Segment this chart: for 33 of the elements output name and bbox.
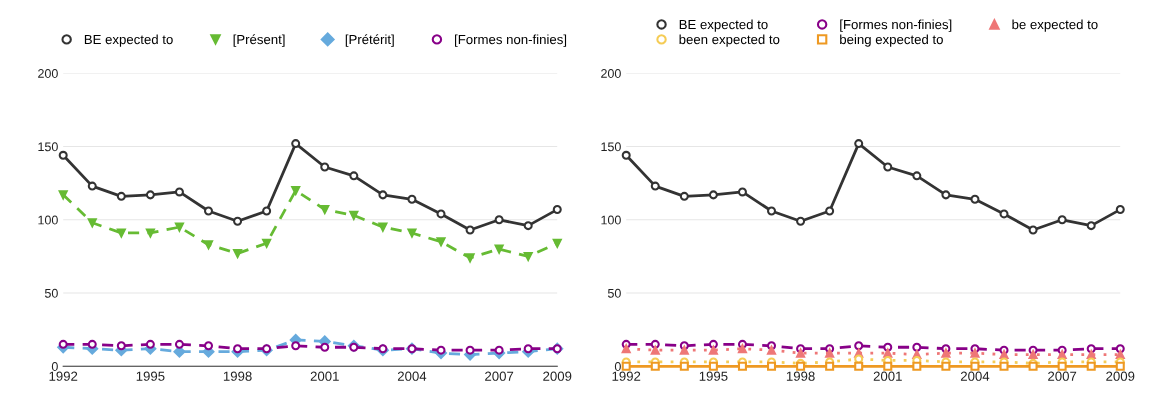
x-tick-label: 2001 xyxy=(873,371,902,381)
x-tick-label: 1992 xyxy=(49,371,78,381)
legend-label: [Formes non-finies] xyxy=(840,19,952,32)
legend-label: [Présent] xyxy=(233,34,285,47)
y-tick-label: 0 xyxy=(51,362,58,371)
x-tick-label: 1992 xyxy=(612,371,641,381)
x-tick-label: 1998 xyxy=(786,371,815,381)
x-tick-label: 2007 xyxy=(1048,371,1077,381)
legend-label: [Prétérit] xyxy=(345,34,394,47)
y-tick-label: 200 xyxy=(38,69,58,78)
x-tick-label: 1998 xyxy=(223,371,252,381)
x-tick-label: 1995 xyxy=(699,371,728,381)
y-tick-label: 200 xyxy=(601,69,621,78)
y-tick-label: 50 xyxy=(44,288,58,298)
y-tick-label: 100 xyxy=(38,215,58,225)
x-tick-label: 2009 xyxy=(1106,371,1135,381)
y-tick-label: 100 xyxy=(601,215,621,225)
y-tick-label: 150 xyxy=(601,142,621,152)
x-tick-label: 2004 xyxy=(960,371,990,381)
y-tick-label: 50 xyxy=(607,288,621,298)
x-tick-label: 2004 xyxy=(397,371,427,381)
x-tick-label: 2007 xyxy=(485,371,514,381)
y-tick-label: 0 xyxy=(614,362,621,371)
legend-label: BE expected to xyxy=(679,19,768,32)
y-tick-label: 150 xyxy=(38,142,58,152)
legend-label: BE expected to xyxy=(84,34,173,47)
x-tick-label: 2001 xyxy=(310,371,339,381)
legend-label: been expected to xyxy=(679,34,780,47)
x-tick-label: 2009 xyxy=(543,371,572,381)
legend-label: being expected to xyxy=(840,34,943,47)
legend-label: [Formes non-finies] xyxy=(455,34,567,47)
x-tick-label: 1995 xyxy=(136,371,165,381)
legend-label: be expected to xyxy=(1012,19,1098,32)
